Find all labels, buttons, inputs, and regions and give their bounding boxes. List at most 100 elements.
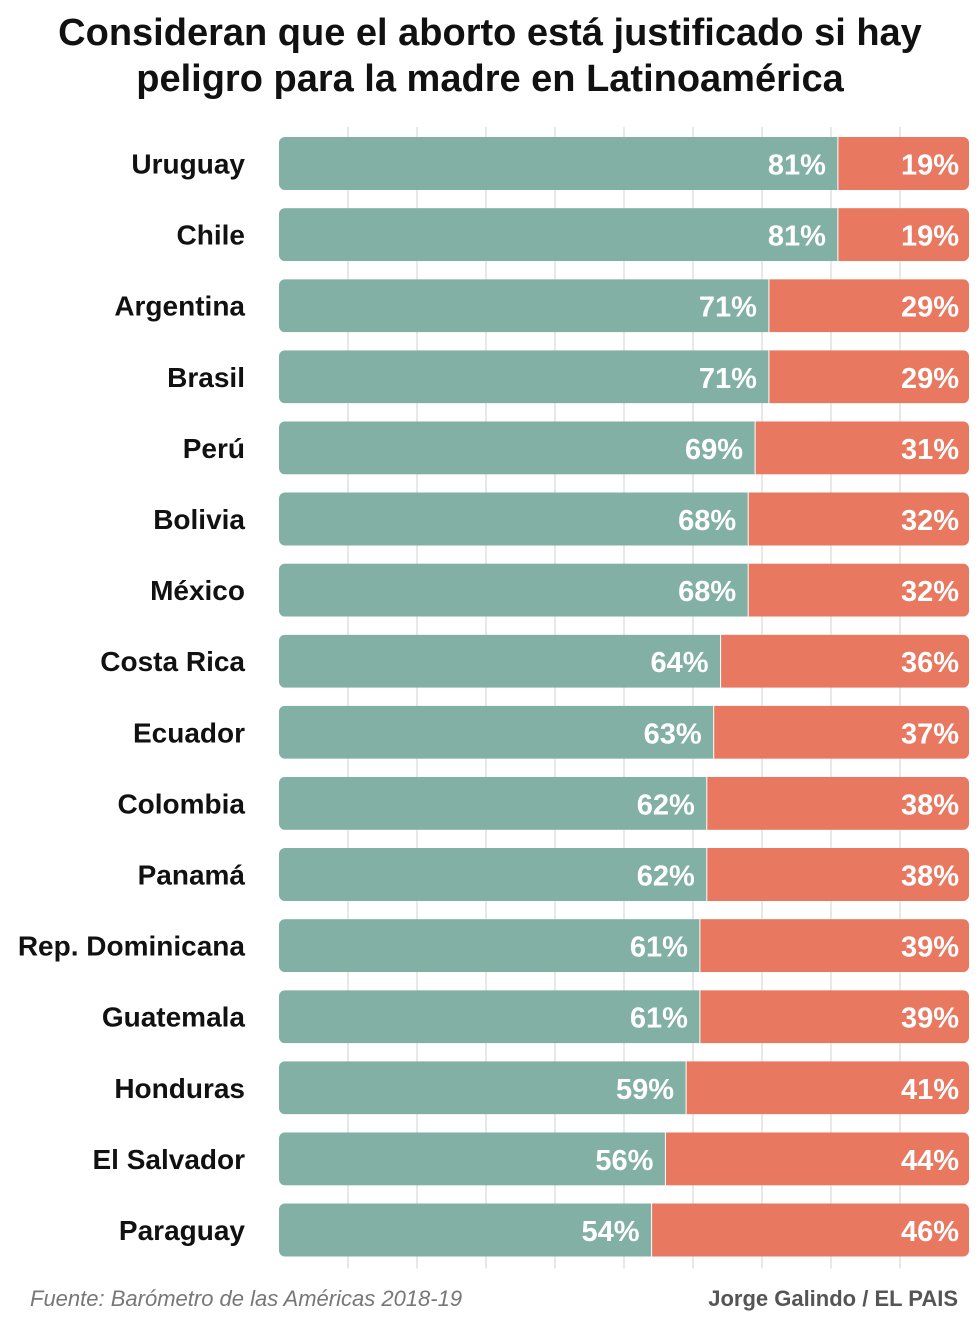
value-label-justified: 69% xyxy=(685,434,743,466)
category-label: Guatemala xyxy=(102,1002,246,1033)
bar-segment-not-justified xyxy=(755,421,969,475)
value-label-justified: 61% xyxy=(630,932,688,964)
bar-row: Bolivia 68% 32% xyxy=(153,492,969,546)
bar-segment-not-justified xyxy=(699,990,969,1044)
bar-segment-not-justified xyxy=(768,350,969,404)
bar-segment-not-justified xyxy=(665,1132,969,1186)
category-label: Panamá xyxy=(138,860,246,891)
bar-row: Rep. Dominicana 61% 39% xyxy=(18,919,969,973)
bar-segment-not-justified xyxy=(699,919,969,973)
bar-segment-justified xyxy=(279,208,838,262)
bar-segment-justified xyxy=(279,848,707,901)
bar-segment-justified xyxy=(279,350,769,404)
source-note: Fuente: Barómetro de las Américas 2018-1… xyxy=(30,1286,463,1311)
value-label-justified: 56% xyxy=(595,1145,653,1177)
category-label: México xyxy=(150,575,245,606)
bar-row: Perú 69% 31% xyxy=(183,421,969,475)
bar-segment-not-justified xyxy=(748,563,969,617)
category-label: Brasil xyxy=(167,362,245,393)
bar-segment-not-justified xyxy=(837,208,969,262)
category-label: Costa Rica xyxy=(100,646,245,677)
stacked-bar-chart: Uruguay 81% 19%Chile 81% 19%Argentina 71% 29%B… xyxy=(18,127,969,1269)
bar-row: México 68% 32% xyxy=(150,563,969,617)
value-label-justified: 62% xyxy=(637,789,695,821)
bar-row: Colombia 62% 38% xyxy=(117,776,969,830)
bar-row: Brasil 71% 29% xyxy=(167,350,969,404)
value-label-not-justified: 39% xyxy=(901,932,959,964)
chart-title: Consideran que el aborto está justificad… xyxy=(0,10,980,102)
bar-segment-justified xyxy=(279,1203,652,1257)
category-label: Colombia xyxy=(117,788,245,819)
category-label: El Salvador xyxy=(92,1144,245,1175)
value-label-justified: 63% xyxy=(644,718,702,750)
category-label: Perú xyxy=(183,433,245,464)
bar-segment-justified xyxy=(279,1132,666,1186)
bar-row: Ecuador 63% 37% xyxy=(133,705,969,759)
bar-segment-not-justified xyxy=(651,1203,969,1257)
bar-segment-not-justified xyxy=(768,279,969,333)
value-label-not-justified: 37% xyxy=(901,718,959,750)
bar-segment-justified xyxy=(279,563,749,617)
category-label: Argentina xyxy=(114,291,245,322)
bar-row: Uruguay 81% 19% xyxy=(131,137,969,190)
bar-segment-justified xyxy=(279,421,756,475)
bar-segment-justified xyxy=(279,705,714,759)
value-label-justified: 68% xyxy=(678,505,736,537)
value-label-justified: 81% xyxy=(768,150,826,182)
value-label-justified: 61% xyxy=(630,1003,688,1035)
value-label-justified: 64% xyxy=(651,647,709,679)
bar-segment-justified xyxy=(279,990,700,1044)
bar-segment-justified xyxy=(279,1061,687,1115)
bar-row: Paraguay 54% 46% xyxy=(119,1203,969,1257)
value-label-not-justified: 36% xyxy=(901,647,959,679)
bar-segment-not-justified xyxy=(837,137,969,190)
bar-segment-not-justified xyxy=(686,1061,969,1115)
chart-title-line-2: peligro para la madre en Latinoamérica xyxy=(136,58,844,100)
value-label-not-justified: 38% xyxy=(901,789,959,821)
value-label-justified: 59% xyxy=(616,1074,674,1106)
bar-segment-not-justified xyxy=(748,492,969,546)
bar-row: Chile 81% 19% xyxy=(177,208,969,262)
bar-segment-justified xyxy=(279,776,707,830)
value-label-not-justified: 39% xyxy=(901,1003,959,1035)
value-label-justified: 54% xyxy=(582,1216,640,1248)
value-label-not-justified: 19% xyxy=(901,150,959,182)
value-label-not-justified: 29% xyxy=(901,363,959,395)
bar-segment-justified xyxy=(279,137,838,190)
bar-segment-not-justified xyxy=(706,776,969,830)
category-label: Paraguay xyxy=(119,1215,245,1246)
bar-row: Guatemala 61% 39% xyxy=(102,990,969,1044)
value-label-not-justified: 31% xyxy=(901,434,959,466)
bar-segment-justified xyxy=(279,492,749,546)
value-label-not-justified: 19% xyxy=(901,221,959,253)
value-label-justified: 71% xyxy=(699,292,757,324)
bar-row: Panamá 62% 38% xyxy=(138,848,969,901)
category-label: Uruguay xyxy=(131,149,245,180)
value-label-justified: 71% xyxy=(699,363,757,395)
category-label: Honduras xyxy=(114,1073,245,1104)
bar-segment-justified xyxy=(279,919,700,973)
chart-title-line-1: Consideran que el aborto está justificad… xyxy=(58,12,922,54)
category-label: Rep. Dominicana xyxy=(18,931,246,962)
bar-segment-not-justified xyxy=(720,634,969,688)
category-label: Ecuador xyxy=(133,717,245,748)
bar-segment-justified xyxy=(279,634,721,688)
bar-segment-not-justified xyxy=(706,848,969,901)
author-credit: Jorge Galindo / EL PAIS xyxy=(708,1286,958,1311)
category-label: Bolivia xyxy=(153,504,245,535)
value-label-not-justified: 29% xyxy=(901,292,959,324)
value-label-not-justified: 44% xyxy=(901,1145,959,1177)
value-label-justified: 68% xyxy=(678,576,736,608)
value-label-not-justified: 32% xyxy=(901,505,959,537)
bar-row: Costa Rica 64% 36% xyxy=(100,634,969,688)
value-label-not-justified: 38% xyxy=(901,861,959,893)
value-label-justified: 62% xyxy=(637,861,695,893)
bar-segment-justified xyxy=(279,279,769,333)
bar-row: El Salvador 56% 44% xyxy=(92,1132,969,1186)
category-label: Chile xyxy=(177,220,245,251)
value-label-not-justified: 32% xyxy=(901,576,959,608)
value-label-not-justified: 41% xyxy=(901,1074,959,1106)
value-label-justified: 81% xyxy=(768,221,826,253)
bar-segment-not-justified xyxy=(713,705,969,759)
bar-row: Honduras 59% 41% xyxy=(114,1061,969,1115)
